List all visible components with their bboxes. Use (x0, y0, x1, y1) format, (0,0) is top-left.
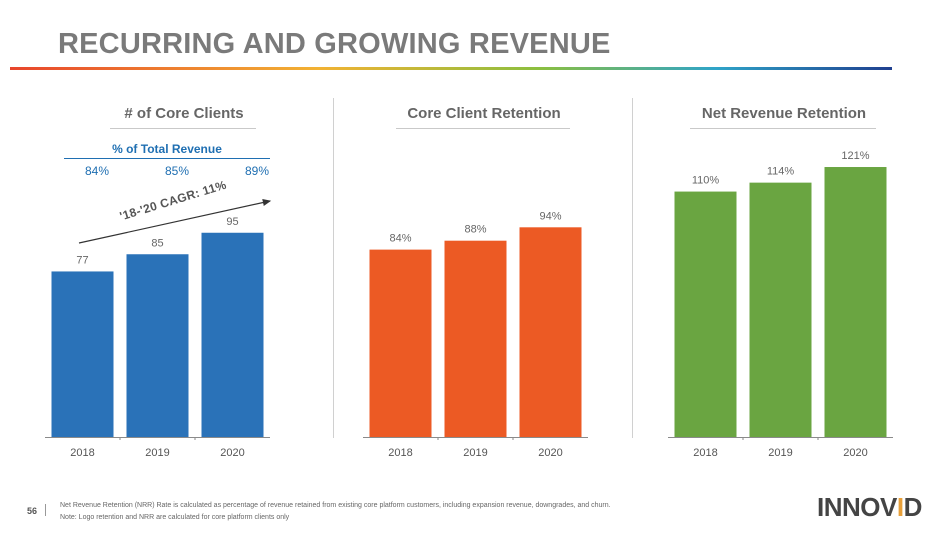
title-rule (10, 67, 892, 70)
logo-text-accent: I (896, 492, 904, 522)
bar-0-2019 (126, 254, 189, 437)
panel-divider (333, 98, 334, 438)
bar-1-2020 (519, 227, 582, 437)
footnote-nrr: Net Revenue Retention (NRR) Rate is calc… (60, 502, 611, 509)
bar-0-2018 (51, 271, 114, 437)
cagr-arrow (78, 199, 272, 244)
bar-1-2019 (444, 240, 507, 437)
bar-2-2019 (749, 182, 812, 437)
x-tick-label: 2018 (388, 447, 412, 459)
panel-title-core-clients: # of Core Clients (124, 105, 244, 122)
data-label: 94% (539, 210, 561, 222)
data-label: 84% (389, 233, 411, 245)
x-tick-label: 2019 (768, 447, 792, 459)
logo-text-main: INNOV (817, 492, 897, 522)
page-number: 56 (27, 506, 38, 516)
panel-divider (632, 98, 633, 438)
x-tick-label: 2020 (220, 447, 244, 459)
x-tick-label: 2020 (843, 447, 867, 459)
x-tick-label: 2019 (463, 447, 487, 459)
x-tick-label: 2018 (70, 447, 94, 459)
revenue-share-2020: 89% (244, 164, 270, 178)
x-tick-label: 2020 (538, 447, 562, 459)
data-label: 88% (464, 224, 486, 236)
page-title: RECURRING AND GROWING REVENUE (58, 28, 611, 60)
panel-title-net-revenue-retention: Net Revenue Retention (701, 105, 867, 122)
revenue-share-2018: 84% (84, 164, 110, 178)
bar-2-2020 (824, 167, 887, 438)
data-label: 110% (692, 175, 720, 187)
panel-title-rule (110, 128, 256, 129)
innovid-logo: INNOVID (817, 492, 922, 523)
panel-title-rule (396, 128, 570, 129)
data-label: 85 (151, 237, 163, 249)
bar-0-2020 (201, 232, 264, 437)
panel-title-rule (690, 128, 876, 129)
data-label: 95 (226, 216, 238, 228)
footnote-note: Note: Logo retention and NRR are calcula… (60, 514, 290, 521)
panel-title-core-client-retention: Core Client Retention (407, 105, 561, 122)
logo-text-end: D (903, 492, 923, 522)
page-number-separator (45, 504, 46, 516)
revenue-share-label: % of Total Revenue (112, 142, 222, 156)
bar-1-2018 (369, 249, 432, 437)
revenue-share-2019: 85% (164, 164, 190, 178)
data-label: 114% (767, 166, 795, 178)
revenue-share-rule (64, 158, 270, 159)
x-tick-label: 2018 (693, 447, 717, 459)
data-label: 121% (841, 150, 869, 162)
bar-2-2018 (674, 191, 737, 437)
data-label: 77 (76, 254, 88, 266)
x-tick-label: 2019 (145, 447, 169, 459)
